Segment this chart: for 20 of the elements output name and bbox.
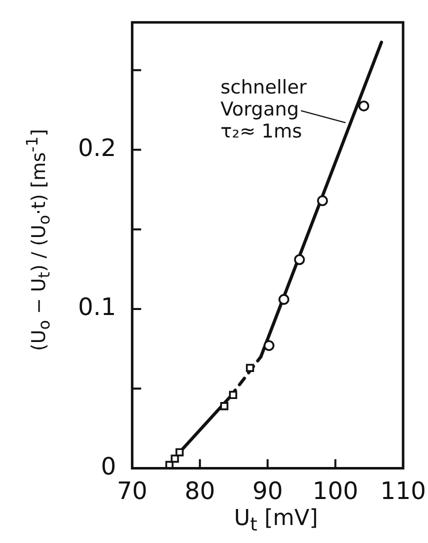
point — [229, 390, 238, 400]
point — [317, 195, 328, 206]
x-tick-label: 80 — [184, 476, 216, 505]
x-tick-label: 110 — [380, 476, 426, 505]
point — [176, 448, 184, 456]
point — [246, 364, 254, 372]
y-tick-label: 0 — [100, 452, 116, 480]
y-tick-label: 0.2 — [78, 134, 116, 162]
point — [220, 402, 228, 410]
x-axis-title: U$_{t}$ [mV] — [234, 506, 318, 536]
x-tick-label: 90 — [252, 476, 283, 505]
point — [358, 100, 370, 112]
point — [170, 454, 179, 463]
point — [278, 294, 290, 305]
x-tick-label: 70 — [116, 476, 148, 505]
point — [264, 340, 274, 352]
y-tick-label: 0.1 — [78, 293, 116, 322]
point — [294, 254, 305, 266]
x-tick-label: 100 — [312, 476, 358, 505]
annotation: schneller Vorgang τ₂≈ 1ms — [220, 76, 307, 143]
